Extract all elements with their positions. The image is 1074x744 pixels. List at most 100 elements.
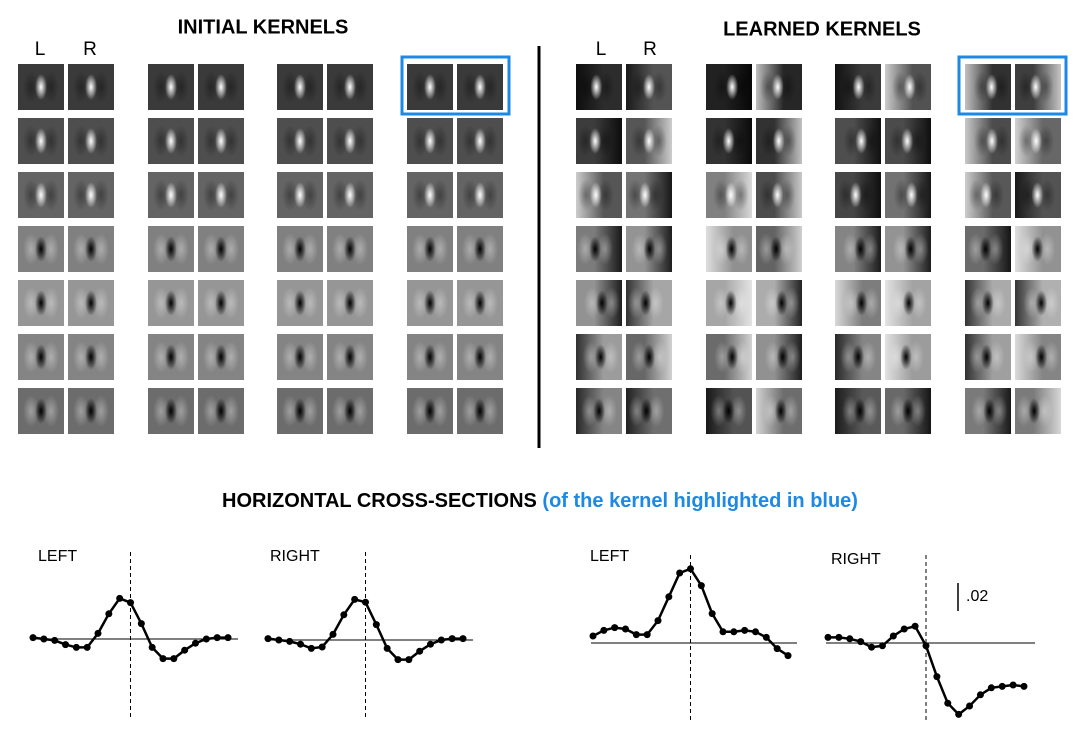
kernel-flank — [1018, 125, 1035, 157]
data-point — [824, 633, 832, 641]
data-point — [83, 643, 91, 651]
kernel-center — [35, 182, 47, 208]
kernel-flank — [153, 395, 169, 427]
kernel-flank — [23, 71, 39, 103]
data-point — [889, 632, 897, 640]
kernel-flank — [840, 71, 857, 103]
kernel-flank — [352, 179, 368, 211]
kernel-flank — [173, 341, 189, 373]
data-point — [202, 635, 210, 643]
data-point — [697, 582, 705, 590]
kernel-flank — [352, 287, 368, 319]
kernel-flank — [282, 341, 298, 373]
plot-title: RIGHT — [831, 551, 881, 568]
data-point — [846, 635, 854, 643]
kernel-flank — [332, 71, 348, 103]
plot-title: RIGHT — [270, 548, 320, 565]
kernel-center — [35, 290, 47, 316]
data-point — [275, 636, 283, 644]
data-point — [784, 652, 792, 660]
kernel-flank — [203, 71, 219, 103]
kernel-flank — [578, 71, 595, 103]
kernel-flank — [223, 71, 239, 103]
kernel-center — [344, 74, 356, 100]
kernel-center — [294, 236, 306, 262]
kernel-center — [589, 128, 602, 154]
kernel-flank — [714, 71, 731, 103]
kernel-center — [165, 236, 177, 262]
kernel-flank — [153, 125, 169, 157]
kernel-flank — [582, 341, 599, 373]
data-point — [987, 684, 995, 692]
plot-title: LEFT — [38, 548, 77, 565]
kernel-flank — [991, 395, 1008, 427]
kernel-flank — [332, 233, 348, 265]
kernel-flank — [173, 395, 189, 427]
kernel-center — [35, 344, 47, 370]
kernel-center — [474, 290, 486, 316]
kernel-flank — [302, 287, 318, 319]
kernel-flank — [93, 341, 109, 373]
kernel-center — [35, 236, 47, 262]
kernel-flank — [973, 125, 990, 157]
kernel-flank — [968, 179, 985, 211]
kernel-flank — [891, 71, 908, 103]
data-point — [427, 640, 434, 648]
kernel-flank — [302, 179, 318, 211]
kernel-flank — [764, 341, 781, 373]
kernel-flank — [650, 125, 667, 157]
cross-section-line — [32, 596, 228, 660]
kernel-center — [215, 290, 227, 316]
kernel-flank — [282, 179, 298, 211]
kernel-flank — [890, 287, 907, 319]
kernel-center — [165, 398, 177, 424]
kernel-center — [590, 74, 603, 100]
kernel-flank — [462, 341, 478, 373]
kernel-flank — [987, 233, 1004, 265]
kernel-center — [642, 74, 655, 100]
kernel-flank — [482, 341, 498, 373]
kernel-flank — [432, 125, 448, 157]
kernel-flank — [93, 125, 109, 157]
kernel-center — [474, 344, 486, 370]
kernel-flank — [173, 71, 189, 103]
kernel-flank — [93, 287, 109, 319]
data-point — [181, 646, 189, 654]
kernel-flank — [482, 233, 498, 265]
kernel-flank — [841, 395, 858, 427]
data-point — [105, 610, 113, 618]
kernel-flank — [863, 287, 880, 319]
kernel-center — [595, 290, 608, 316]
kernel-center — [424, 344, 436, 370]
kernel-center — [1029, 74, 1042, 100]
kernel-flank — [988, 179, 1005, 211]
kernel-flank — [969, 287, 986, 319]
plot-title: LEFT — [590, 548, 629, 565]
kernel-center — [165, 344, 177, 370]
kernel-flank — [332, 395, 348, 427]
kernel-flank — [1043, 341, 1060, 373]
kernel-center — [215, 398, 227, 424]
kernel-center — [85, 128, 97, 154]
kernel-center — [1030, 128, 1043, 154]
data-point — [773, 645, 781, 653]
kernel-center — [344, 182, 356, 208]
kernel-flank — [861, 395, 878, 427]
kernel-center — [85, 74, 97, 100]
kernel-flank — [43, 395, 59, 427]
kernel-center — [981, 290, 994, 316]
data-point — [459, 635, 467, 643]
kernel-flank — [412, 341, 428, 373]
kernel-flank — [23, 341, 39, 373]
kernel-flank — [43, 179, 59, 211]
kernel-center — [725, 236, 738, 262]
kernel-grid — [18, 64, 1061, 434]
kernel-flank — [710, 125, 727, 157]
kernel-flank — [910, 287, 927, 319]
kernel-flank — [908, 341, 925, 373]
kernel-flank — [863, 125, 880, 157]
kernel-flank — [577, 179, 594, 211]
data-point — [148, 643, 156, 651]
kernel-center — [294, 74, 306, 100]
kernel-flank — [778, 233, 795, 265]
